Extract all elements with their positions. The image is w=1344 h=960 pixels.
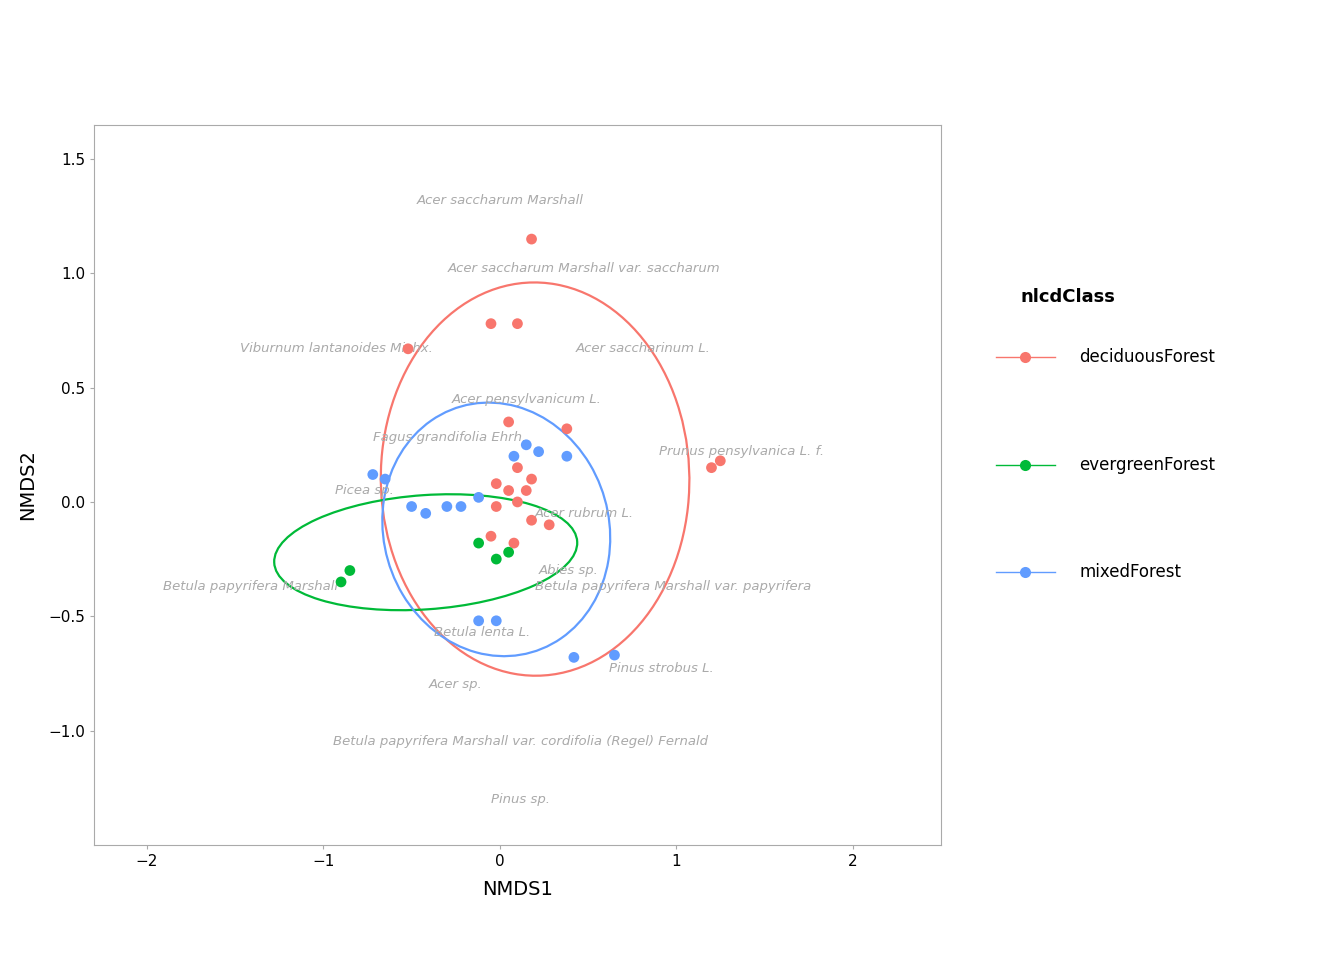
- Point: [563, 650, 585, 665]
- Point: [497, 544, 519, 560]
- Text: Acer saccharinum L.: Acer saccharinum L.: [575, 343, 711, 355]
- Point: [603, 647, 625, 662]
- Point: [485, 476, 507, 492]
- Point: [468, 490, 489, 505]
- Text: Abies sp.: Abies sp.: [539, 564, 598, 577]
- Point: [507, 460, 528, 475]
- Text: Fagus grandifolia Ehrh.: Fagus grandifolia Ehrh.: [372, 431, 526, 444]
- Point: [375, 471, 396, 487]
- Text: Acer saccharum Marshall var. saccharum: Acer saccharum Marshall var. saccharum: [448, 262, 720, 276]
- Point: [468, 613, 489, 629]
- Text: Betula lenta L.: Betula lenta L.: [434, 626, 531, 638]
- Text: Betula papyrifera Marshall var. papyrifera: Betula papyrifera Marshall var. papyrife…: [535, 580, 812, 593]
- Point: [485, 613, 507, 629]
- Point: [516, 437, 538, 452]
- Text: Betula papyrifera Marshall: Betula papyrifera Marshall: [163, 580, 337, 593]
- Text: Pinus sp.: Pinus sp.: [492, 793, 551, 805]
- Point: [528, 444, 550, 459]
- Point: [401, 499, 422, 515]
- Point: [339, 563, 360, 578]
- Point: [415, 506, 437, 521]
- X-axis label: NMDS1: NMDS1: [482, 880, 552, 899]
- Point: [507, 316, 528, 331]
- Point: [520, 471, 542, 487]
- Point: [497, 415, 519, 430]
- Text: Acer pensylvanicum L.: Acer pensylvanicum L.: [452, 393, 601, 405]
- Point: [503, 448, 524, 464]
- Text: Prunus pensylvanica L. f.: Prunus pensylvanica L. f.: [659, 445, 824, 458]
- Text: Picea sp.: Picea sp.: [335, 484, 394, 497]
- Text: Acer rubrum L.: Acer rubrum L.: [535, 507, 634, 520]
- Point: [480, 529, 501, 544]
- Point: [556, 421, 578, 437]
- Text: Acer sp.: Acer sp.: [429, 679, 482, 691]
- Point: [503, 536, 524, 551]
- Point: [435, 499, 457, 515]
- Point: [362, 467, 383, 482]
- Point: [480, 316, 501, 331]
- Text: Viburnum lantanoides Michx.: Viburnum lantanoides Michx.: [239, 343, 433, 355]
- Point: [516, 483, 538, 498]
- Point: [556, 448, 578, 464]
- Text: mixedForest: mixedForest: [1079, 564, 1181, 581]
- Y-axis label: NMDS2: NMDS2: [17, 449, 38, 520]
- Text: Pinus strobus L.: Pinus strobus L.: [609, 662, 714, 675]
- Point: [398, 341, 419, 356]
- Point: [710, 453, 731, 468]
- Point: [468, 536, 489, 551]
- Text: Acer saccharum Marshall: Acer saccharum Marshall: [417, 194, 583, 206]
- Text: deciduousForest: deciduousForest: [1079, 348, 1215, 366]
- Point: [485, 551, 507, 566]
- Text: evergreenForest: evergreenForest: [1079, 456, 1215, 473]
- Point: [497, 483, 519, 498]
- Text: Betula papyrifera Marshall var. cordifolia (Regel) Fernald: Betula papyrifera Marshall var. cordifol…: [333, 735, 708, 749]
- Point: [507, 494, 528, 510]
- Point: [520, 231, 542, 247]
- Text: nlcdClass: nlcdClass: [1020, 288, 1116, 306]
- Point: [520, 513, 542, 528]
- Point: [700, 460, 722, 475]
- Point: [485, 499, 507, 515]
- Point: [539, 517, 560, 533]
- Point: [450, 499, 472, 515]
- Point: [331, 574, 352, 589]
